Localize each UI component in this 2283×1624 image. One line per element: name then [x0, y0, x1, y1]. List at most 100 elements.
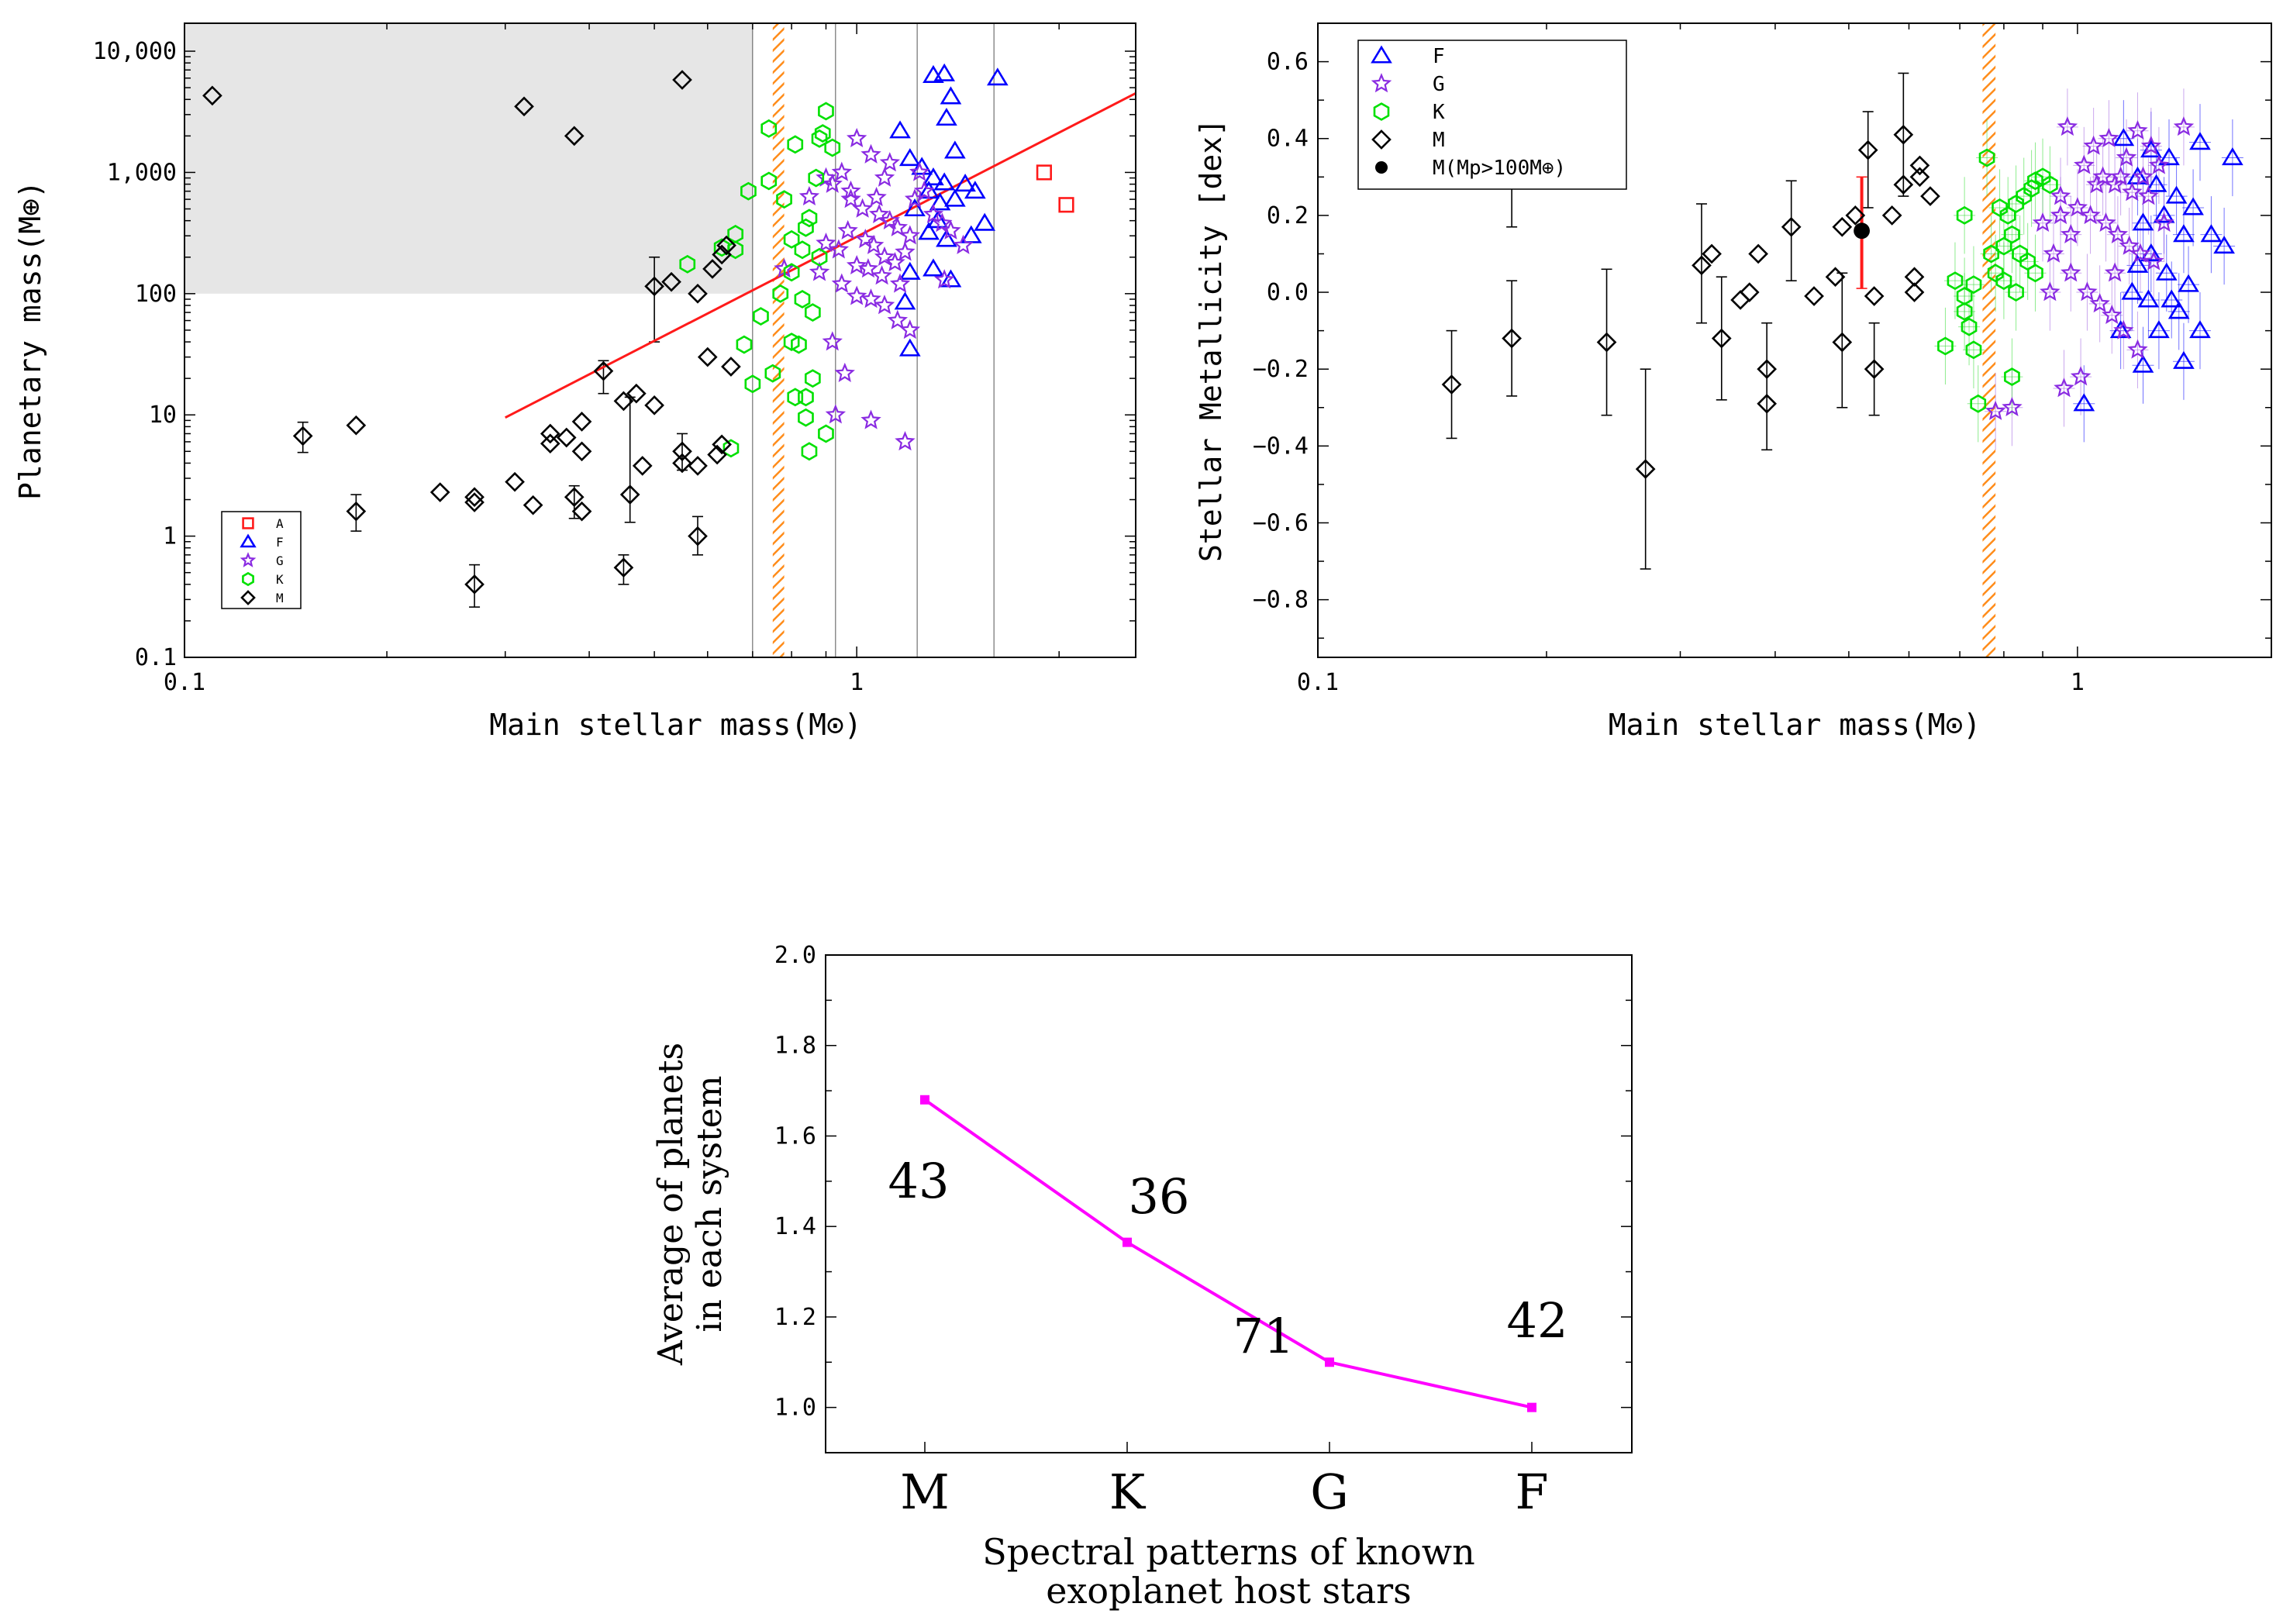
point-M: [1909, 155, 1930, 176]
point-M: [514, 96, 534, 117]
point-F: [944, 188, 966, 207]
point-F: [936, 107, 957, 126]
point-F: [933, 63, 956, 81]
point-M: [716, 235, 736, 256]
point-G: [940, 219, 961, 240]
point-M: [1857, 140, 1878, 160]
y-tick-label: 1.6: [774, 1122, 816, 1150]
point-K: [1995, 236, 2012, 256]
point-M: [1864, 286, 1885, 306]
point-F: [2165, 185, 2188, 204]
point-G: [2173, 116, 2195, 136]
point-G: [831, 273, 853, 293]
point-M: [1832, 216, 1853, 237]
point-M: [1748, 243, 1768, 264]
y-tick-label: 1.4: [774, 1213, 816, 1240]
point-G: [840, 180, 861, 200]
point-G: [923, 203, 944, 223]
data-point: [1123, 1237, 1132, 1247]
point-G: [887, 309, 909, 329]
chart-average-planets: 2.0 1.8 1.6 1.4 1.2 1.0 M K G F 43 36 71 42 Spectral p…: [651, 942, 1633, 1612]
point-G: [2050, 205, 2071, 225]
point-K: [824, 138, 841, 157]
chart-metallicity: 0.1 1 0.6 0.4 0.2 0.0 −0.2 −0.4 −0.6 −0.8 Main ste…: [1194, 22, 2272, 742]
point-F: [964, 181, 986, 199]
point-G: [2130, 243, 2151, 263]
point-M: [346, 501, 367, 522]
point-F: [904, 198, 926, 217]
point-F: [2148, 320, 2170, 339]
point-K: [787, 135, 804, 154]
point-G: [887, 216, 909, 236]
legend-marker-M: [240, 590, 256, 605]
x-tick-label: M: [900, 1464, 949, 1520]
point-G: [899, 319, 921, 340]
point-G: [2061, 262, 2081, 282]
legend-label: M: [1433, 129, 1445, 152]
hatched-band: [772, 23, 785, 657]
point-G: [2116, 147, 2137, 167]
point-G: [2057, 116, 2078, 136]
point-G: [809, 261, 830, 281]
point-G: [860, 288, 881, 309]
point-G: [2127, 339, 2148, 359]
x-axis-label: Spectral patterns of known: [982, 1531, 1475, 1573]
legend-marker-F: [1371, 45, 1392, 64]
point-K: [2027, 171, 2043, 191]
y-tick-label: 0.0: [1267, 279, 1309, 306]
point-F: [940, 269, 962, 288]
point-M: [644, 276, 664, 297]
count-annotation: 71: [1233, 1308, 1295, 1364]
point-G: [913, 180, 935, 200]
y-tick-label: 1: [163, 523, 177, 550]
point-K: [811, 129, 828, 148]
point-M: [1502, 328, 1522, 349]
point-F: [898, 148, 921, 167]
point-K: [791, 335, 807, 354]
y-tick-label: −0.2: [1253, 356, 1309, 383]
point-M: [1730, 290, 1750, 310]
point-M: [571, 501, 592, 522]
point-G: [2083, 135, 2104, 155]
point-F: [2167, 301, 2190, 319]
point-M: [1904, 267, 1925, 288]
point-M: [522, 495, 543, 515]
point-G: [866, 187, 887, 207]
point-K: [1970, 394, 1987, 413]
point-G: [2110, 166, 2131, 186]
point-K: [818, 102, 834, 121]
point-G: [871, 265, 892, 285]
point-K: [2016, 187, 2033, 205]
point-M: [429, 482, 450, 502]
y-tick-label: 10,000: [93, 38, 177, 65]
point-G: [2061, 223, 2081, 243]
y-tick-label: −0.4: [1253, 433, 1309, 460]
point-M: [1711, 328, 1732, 349]
point-G: [822, 331, 843, 351]
point-F: [933, 172, 956, 191]
point-K: [808, 168, 825, 188]
point-M: [626, 383, 647, 404]
point-G: [2154, 212, 2174, 233]
point-K: [787, 388, 804, 407]
point-M: [556, 427, 577, 448]
point-K: [1965, 340, 1982, 360]
point-K: [722, 439, 740, 458]
point-K: [744, 374, 761, 394]
point-G: [2104, 262, 2126, 282]
chart-planet-mass: 0.1 1 0.1 1 10 100 1,000 10,000 Main stellar mas…: [13, 22, 1136, 742]
point-G: [2140, 135, 2162, 155]
point-G: [889, 273, 911, 293]
point-K: [783, 263, 800, 282]
point-K: [2008, 283, 2024, 302]
point-M: [1781, 216, 1802, 237]
point-G: [860, 409, 881, 429]
count-annotation: 42: [1507, 1292, 1568, 1349]
y-tick-label: 100: [135, 281, 177, 308]
point-M: [1635, 459, 1656, 479]
point-M: [1596, 332, 1617, 353]
y-tick-label: 1.8: [774, 1033, 816, 1060]
point-G: [840, 188, 861, 209]
point-G: [2040, 281, 2061, 302]
